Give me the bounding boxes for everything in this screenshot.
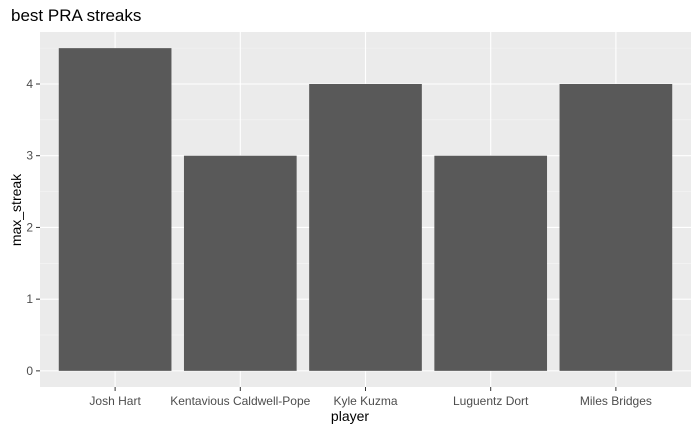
x-tick-label: Kyle Kuzma	[333, 394, 397, 408]
x-tick-label: Kentavious Caldwell-Pope	[170, 394, 310, 408]
y-tick-label: 4	[26, 77, 33, 91]
y-tick-label: 0	[26, 364, 33, 378]
y-axis-ticks: 0 1 2 3 4	[26, 77, 40, 378]
chart-title: best PRA streaks	[11, 6, 142, 25]
bar	[434, 155, 548, 371]
bar	[559, 83, 673, 371]
x-tick-label: Josh Hart	[89, 394, 141, 408]
x-axis-label: player	[330, 408, 370, 424]
x-axis-ticks: Josh Hart Kentavious Caldwell-Pope Kyle Ku…	[89, 387, 652, 408]
y-tick-label: 1	[26, 292, 33, 306]
y-tick-label: 2	[26, 220, 33, 234]
x-tick-label: Luguentz Dort	[453, 394, 529, 408]
bar	[309, 83, 422, 371]
bars	[58, 48, 673, 371]
x-tick-label: Miles Bridges	[580, 394, 652, 408]
y-tick-label: 3	[26, 149, 33, 163]
bar	[58, 48, 172, 371]
bar	[183, 155, 297, 371]
